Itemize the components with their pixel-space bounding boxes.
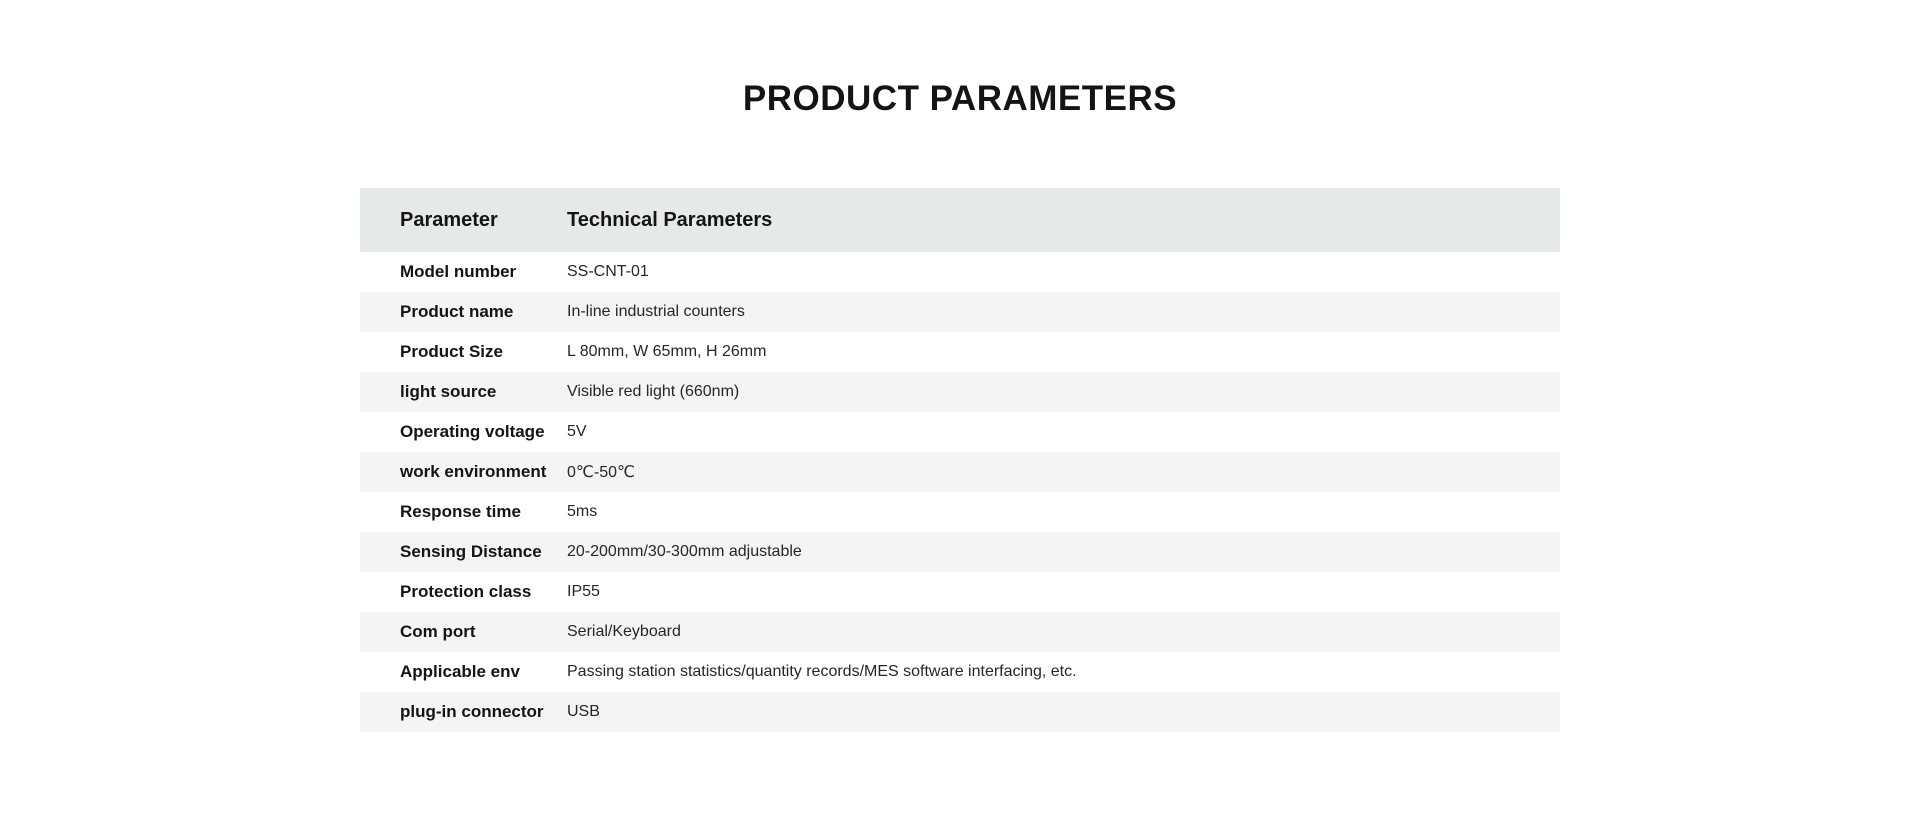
table-row: Product Size L 80mm, W 65mm, H 26mm [360, 332, 1560, 372]
parameter-value: USB [567, 703, 600, 720]
parameter-label: plug-in connector [400, 702, 544, 721]
product-parameters-table: Parameter Technical Parameters Model num… [360, 188, 1560, 732]
parameter-label: Product name [400, 302, 514, 321]
table-row: Applicable env Passing station statistic… [360, 652, 1560, 692]
table-row: Product name In-line industrial counters [360, 292, 1560, 332]
parameter-value: 0℃-50℃ [567, 464, 635, 481]
table-row: Protection class IP55 [360, 572, 1560, 612]
parameter-label: Sensing Distance [400, 542, 542, 561]
parameter-label: Model number [400, 262, 517, 281]
parameter-value: Visible red light (660nm) [567, 383, 740, 400]
table-row: Sensing Distance 20-200mm/30-300mm adjus… [360, 532, 1560, 572]
parameter-value: Passing station statistics/quantity reco… [567, 663, 1077, 680]
table-row: plug-in connector USB [360, 692, 1560, 732]
parameter-value: L 80mm, W 65mm, H 26mm [567, 343, 767, 360]
column-header-technical-parameters: Technical Parameters [567, 208, 773, 231]
table-row: Response time 5ms [360, 492, 1560, 532]
table-header-row: Parameter Technical Parameters [360, 188, 1560, 252]
parameter-value: 5V [567, 423, 587, 440]
parameter-value: In-line industrial counters [567, 303, 745, 320]
parameter-value: Serial/Keyboard [567, 623, 681, 640]
table-row: Operating voltage 5V [360, 412, 1560, 452]
parameter-label: Com port [400, 622, 476, 641]
table-row: light source Visible red light (660nm) [360, 372, 1560, 412]
table-row: work environment 0℃-50℃ [360, 452, 1560, 492]
parameter-value: 5ms [567, 503, 598, 520]
parameter-label: Protection class [400, 582, 532, 601]
page-title: PRODUCT PARAMETERS [742, 79, 1178, 118]
parameter-label: Operating voltage [400, 422, 545, 441]
parameter-label: Product Size [400, 342, 503, 361]
parameter-label: work environment [400, 462, 547, 481]
parameter-label: light source [400, 382, 497, 401]
parameter-value: IP55 [567, 583, 600, 600]
table-body: Model number SS-CNT-01 Product name In-l… [360, 252, 1560, 732]
parameter-label: Applicable env [400, 662, 520, 681]
table-row: Com port Serial/Keyboard [360, 612, 1560, 652]
parameter-value: 20-200mm/30-300mm adjustable [567, 543, 802, 560]
parameter-value: SS-CNT-01 [567, 263, 649, 280]
column-header-parameter: Parameter [400, 208, 498, 231]
table-row: Model number SS-CNT-01 [360, 252, 1560, 292]
parameter-label: Response time [400, 502, 521, 521]
